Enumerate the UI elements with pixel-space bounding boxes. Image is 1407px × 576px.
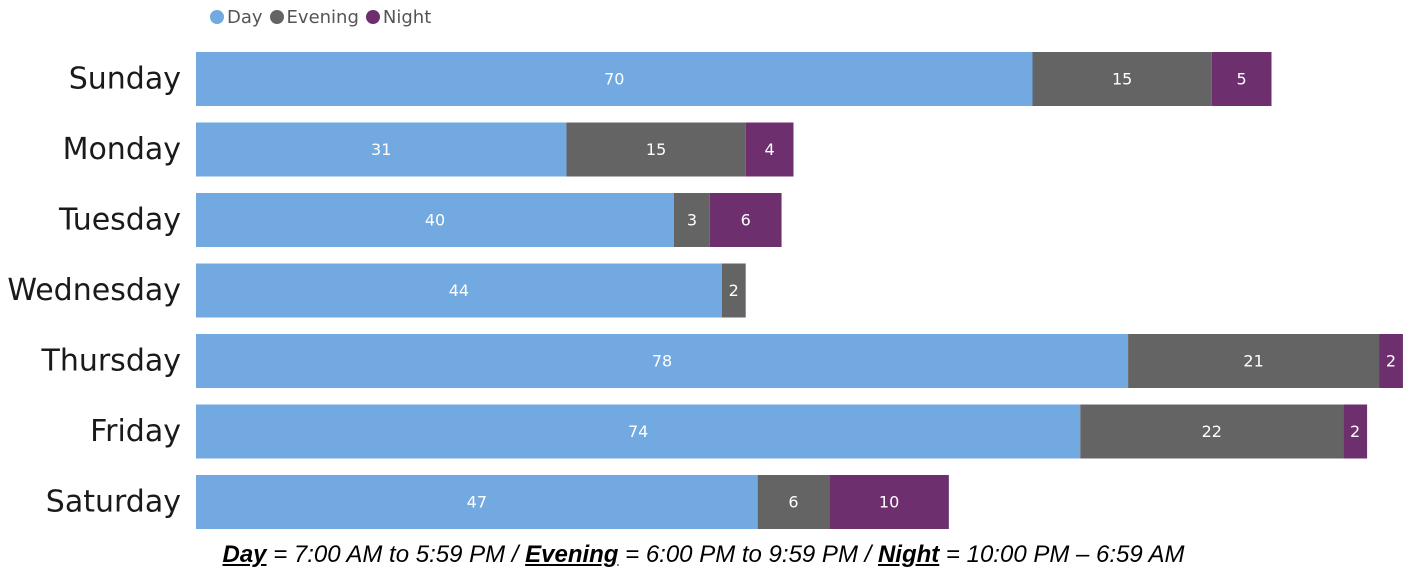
- category-label-tuesday: Tuesday: [58, 203, 181, 238]
- bar-tuesday-night[interactable]: [709, 193, 782, 247]
- data-label-thursday-day: 78: [652, 352, 672, 371]
- chart-legend: Day Evening Night: [210, 6, 438, 28]
- legend-item-day[interactable]: Day: [210, 7, 263, 28]
- data-label-wednesday-evening: 2: [729, 281, 739, 300]
- legend-dot-night: [365, 10, 380, 24]
- data-label-saturday-night: 10: [879, 493, 899, 512]
- data-label-friday-night: 2: [1350, 422, 1360, 441]
- data-label-sunday-evening: 15: [1112, 70, 1132, 89]
- data-label-tuesday-evening: 3: [687, 211, 697, 230]
- bar-tuesday-day[interactable]: [196, 193, 674, 247]
- bar-friday-day[interactable]: [196, 404, 1081, 459]
- data-label-saturday-evening: 6: [788, 493, 798, 512]
- legend-item-evening[interactable]: Evening: [269, 6, 359, 28]
- legend-dot-evening: [269, 10, 284, 24]
- legend-item-night[interactable]: Night: [365, 6, 432, 28]
- bar-saturday-day[interactable]: [196, 475, 758, 529]
- category-label-thursday: Thursday: [41, 344, 182, 379]
- bar-friday-evening[interactable]: [1080, 404, 1344, 459]
- legend-label-day: Day: [227, 6, 263, 28]
- category-label-sunday: Sunday: [69, 62, 181, 97]
- bar-tuesday-evening[interactable]: [674, 193, 710, 247]
- bar-friday-night[interactable]: [1343, 404, 1368, 459]
- bar-monday-evening[interactable]: [566, 122, 746, 177]
- data-label-friday-evening: 22: [1202, 422, 1222, 441]
- data-label-wednesday-day: 44: [449, 281, 469, 300]
- legend-dot-day: [210, 10, 224, 24]
- bar-thursday-day[interactable]: [196, 334, 1129, 388]
- bar-saturday-evening[interactable]: [757, 475, 830, 529]
- caption-evening-term: Evening: [525, 541, 619, 568]
- bar-wednesday-day[interactable]: [196, 263, 722, 318]
- category-label-monday: Monday: [63, 132, 181, 167]
- category-label-friday: Friday: [90, 414, 181, 449]
- bar-wednesday-evening[interactable]: [721, 263, 746, 318]
- caption-night-text: = 10:00 PM – 6:59 AM: [939, 541, 1185, 568]
- caption-day-term: Day: [222, 541, 267, 568]
- bar-monday-night[interactable]: [745, 122, 794, 177]
- time-period-caption: Day = 7:00 AM to 5:59 PM / Evening = 6:0…: [0, 541, 1407, 569]
- bar-thursday-night[interactable]: [1379, 334, 1403, 388]
- data-label-monday-day: 31: [371, 140, 391, 159]
- bar-thursday-evening[interactable]: [1128, 334, 1380, 388]
- caption-night-term: Night: [877, 541, 940, 568]
- legend-label-night: Night: [382, 6, 432, 28]
- data-label-thursday-night: 2: [1386, 352, 1396, 371]
- bar-sunday-day[interactable]: [196, 52, 1033, 106]
- data-label-sunday-night: 5: [1237, 70, 1247, 89]
- bar-monday-day[interactable]: [196, 122, 567, 177]
- data-label-tuesday-day: 40: [425, 211, 445, 230]
- data-label-thursday-evening: 21: [1243, 352, 1263, 371]
- data-label-monday-night: 4: [765, 140, 775, 159]
- bar-sunday-evening[interactable]: [1032, 52, 1212, 106]
- bar-sunday-night[interactable]: [1211, 52, 1272, 106]
- data-label-monday-evening: 15: [646, 140, 666, 159]
- bar-saturday-night[interactable]: [829, 475, 949, 529]
- category-label-saturday: Saturday: [46, 485, 181, 520]
- caption-day-text: = 7:00 AM to 5:59 PM /: [266, 541, 526, 568]
- data-label-tuesday-night: 6: [741, 211, 751, 230]
- legend-label-evening: Evening: [286, 6, 359, 28]
- data-label-friday-day: 74: [628, 422, 648, 441]
- data-label-sunday-day: 70: [604, 70, 624, 89]
- data-label-saturday-day: 47: [467, 493, 487, 512]
- category-label-wednesday: Wednesday: [7, 273, 181, 308]
- caption-evening-text: = 6:00 PM to 9:59 PM /: [618, 541, 878, 568]
